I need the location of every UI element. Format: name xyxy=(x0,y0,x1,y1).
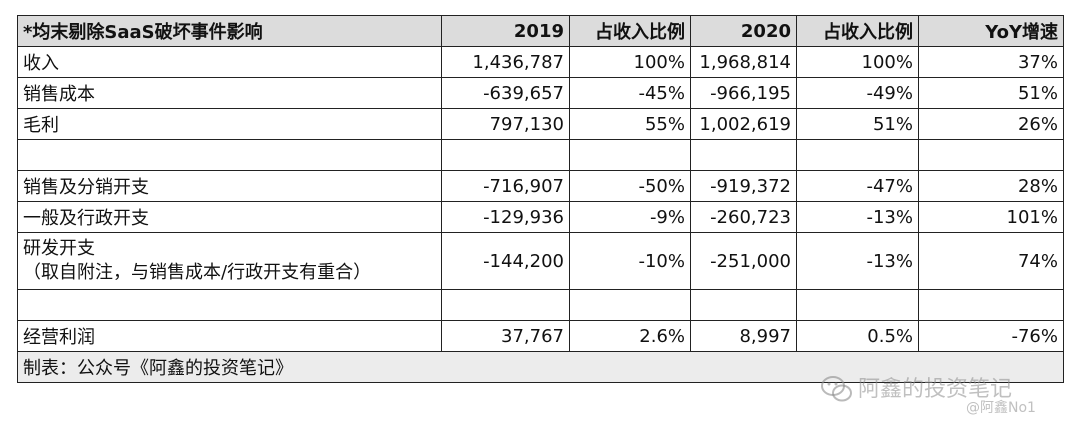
table-row: 销售及分销开支 -716,907 -50% -919,372 -47% 28% xyxy=(17,170,1064,202)
table-row: 经营利润 37,767 2.6% 8,997 0.5% -76% xyxy=(17,320,1064,352)
value-cell: 26% xyxy=(918,108,1064,140)
table-row: 毛利 797,130 55% 1,002,619 51% 26% xyxy=(17,108,1064,140)
value-cell: 1,968,814 xyxy=(690,46,797,78)
value-cell xyxy=(796,139,919,171)
value-cell: -13% xyxy=(796,201,919,233)
value-cell: 1,002,619 xyxy=(690,108,797,140)
table-header-row: *均末剔除SaaS破坏事件影响 2019 占收入比例 2020 占收入比例 Yo… xyxy=(17,15,1064,47)
value-cell: -13% xyxy=(796,232,919,290)
row-label: 收入 xyxy=(17,46,442,78)
value-cell: -260,723 xyxy=(690,201,797,233)
value-cell xyxy=(918,289,1064,321)
value-cell: -639,657 xyxy=(441,77,570,109)
value-cell: -76% xyxy=(918,320,1064,352)
value-cell: -45% xyxy=(569,77,691,109)
row-label: 经营利润 xyxy=(17,320,442,352)
row-label: 毛利 xyxy=(17,108,442,140)
value-cell: 0.5% xyxy=(796,320,919,352)
value-cell xyxy=(441,289,570,321)
table-row xyxy=(17,289,1064,321)
value-cell: 51% xyxy=(796,108,919,140)
value-cell: -10% xyxy=(569,232,691,290)
value-cell: -49% xyxy=(796,77,919,109)
value-cell: 100% xyxy=(796,46,919,78)
value-cell: 2.6% xyxy=(569,320,691,352)
value-cell xyxy=(690,139,797,171)
value-cell: -919,372 xyxy=(690,170,797,202)
value-cell xyxy=(690,289,797,321)
value-cell: -966,195 xyxy=(690,77,797,109)
watermark-handle: @阿鑫No1 xyxy=(966,400,1036,416)
table-body: *均末剔除SaaS破坏事件影响 2019 占收入比例 2020 占收入比例 Yo… xyxy=(17,15,1064,383)
table-row xyxy=(17,139,1064,171)
value-cell: 101% xyxy=(918,201,1064,233)
row-label xyxy=(17,289,442,321)
value-cell: -50% xyxy=(569,170,691,202)
value-cell: 100% xyxy=(569,46,691,78)
table-row: 研发开支 （取自附注，与销售成本/行政开支有重合） -144,200 -10% -251… xyxy=(17,232,1064,290)
row-label: 销售及分销开支 xyxy=(17,170,442,202)
value-cell: 51% xyxy=(918,77,1064,109)
header-cell: *均末剔除SaaS破坏事件影响 xyxy=(17,15,442,47)
table-row: 一般及行政开支 -129,936 -9% -260,723 -13% 101% xyxy=(17,201,1064,233)
table-footer-note: 制表：公众号《阿鑫的投资笔记》 xyxy=(17,351,1064,383)
value-cell xyxy=(918,139,1064,171)
value-cell: 28% xyxy=(918,170,1064,202)
value-cell: -144,200 xyxy=(441,232,570,290)
value-cell: 37,767 xyxy=(441,320,570,352)
value-cell: 37% xyxy=(918,46,1064,78)
value-cell: -129,936 xyxy=(441,201,570,233)
value-cell: -9% xyxy=(569,201,691,233)
row-label: 销售成本 xyxy=(17,77,442,109)
value-cell xyxy=(569,139,691,171)
value-cell: 1,436,787 xyxy=(441,46,570,78)
row-label xyxy=(17,139,442,171)
financial-table: *均末剔除SaaS破坏事件影响 2019 占收入比例 2020 占收入比例 Yo… xyxy=(17,15,1064,383)
header-cell: 2019 xyxy=(441,15,570,47)
value-cell: 55% xyxy=(569,108,691,140)
table-row: 收入 1,436,787 100% 1,968,814 100% 37% xyxy=(17,46,1064,78)
table-row: 销售成本 -639,657 -45% -966,195 -49% 51% xyxy=(17,77,1064,109)
row-label: 研发开支 （取自附注，与销售成本/行政开支有重合） xyxy=(17,232,442,290)
value-cell: 8,997 xyxy=(690,320,797,352)
value-cell: 74% xyxy=(918,232,1064,290)
value-cell: -47% xyxy=(796,170,919,202)
header-cell: 占收入比例 xyxy=(569,15,691,47)
header-cell: 占收入比例 xyxy=(796,15,919,47)
header-cell: YoY增速 xyxy=(918,15,1064,47)
value-cell xyxy=(569,289,691,321)
value-cell xyxy=(441,139,570,171)
row-label-note: （取自附注，与销售成本/行政开支有重合） xyxy=(23,262,372,283)
header-cell: 2020 xyxy=(690,15,797,47)
value-cell: 797,130 xyxy=(441,108,570,140)
value-cell: -716,907 xyxy=(441,170,570,202)
value-cell: -251,000 xyxy=(690,232,797,290)
row-label: 一般及行政开支 xyxy=(17,201,442,233)
value-cell xyxy=(796,289,919,321)
row-label-main: 研发开支 xyxy=(23,238,95,259)
table-footer-row: 制表：公众号《阿鑫的投资笔记》 xyxy=(17,351,1064,383)
